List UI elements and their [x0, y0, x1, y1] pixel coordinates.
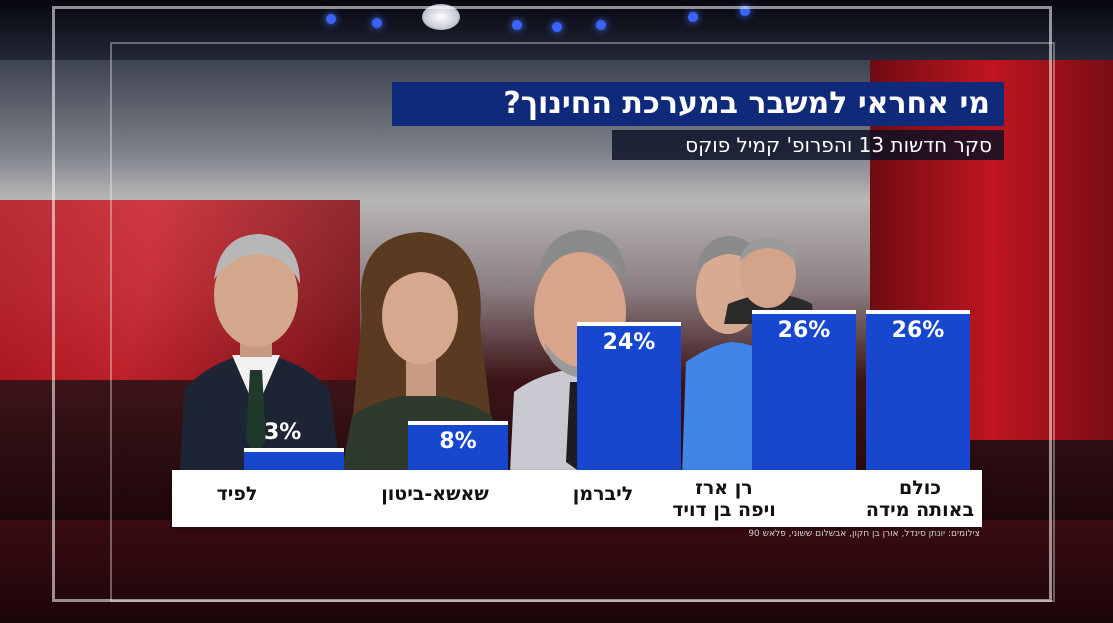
ceiling-light [596, 20, 606, 30]
ceiling-light [326, 14, 336, 24]
studio-floor [0, 520, 1113, 623]
bar-3 [752, 310, 856, 470]
category-label-strip [172, 470, 982, 527]
bar-value-label-0: 3% [264, 420, 302, 445]
bar-1 [408, 420, 508, 470]
bar-value-label-3: 26% [777, 318, 831, 343]
portrait-photo-shasha-biton [342, 226, 502, 470]
portrait-photo-erez [724, 234, 814, 324]
bar-value-label-1: 8% [439, 428, 477, 454]
glass-frame-inner [110, 42, 1055, 602]
bar-4 [866, 310, 970, 470]
bar-2 [577, 322, 681, 470]
chart-title: מי אחראי למשבר במערכת החינוך? [392, 82, 1004, 126]
bar-value-label-4: 26% [891, 318, 945, 343]
category-label-1: שאשא-ביטון [381, 483, 489, 505]
ceiling-light [512, 20, 522, 30]
photo-credit: צילומים: יונתן סינדל, אורן בן חקון, אבשל… [748, 529, 980, 539]
bar-0 [244, 448, 344, 470]
category-label-4: כולם באותה מידה [865, 477, 975, 521]
category-label-2: ליברמן [572, 483, 634, 505]
ceiling-light [552, 22, 562, 32]
studio-red-wall-left [0, 200, 360, 380]
category-label-3: רן ארז ויפה בן דויד [672, 477, 776, 521]
ceiling-light [740, 6, 750, 16]
portrait-photo-lapid [170, 220, 342, 470]
bar-value-label-2: 24% [602, 330, 656, 356]
glass-frame [52, 6, 1052, 602]
ceiling-light [688, 12, 698, 22]
chart-subtitle: סקר חדשות 13 והפרופ' קמיל פוקס [612, 130, 1004, 160]
ceiling-light [372, 18, 382, 28]
category-label-0: לפיד [216, 483, 258, 505]
